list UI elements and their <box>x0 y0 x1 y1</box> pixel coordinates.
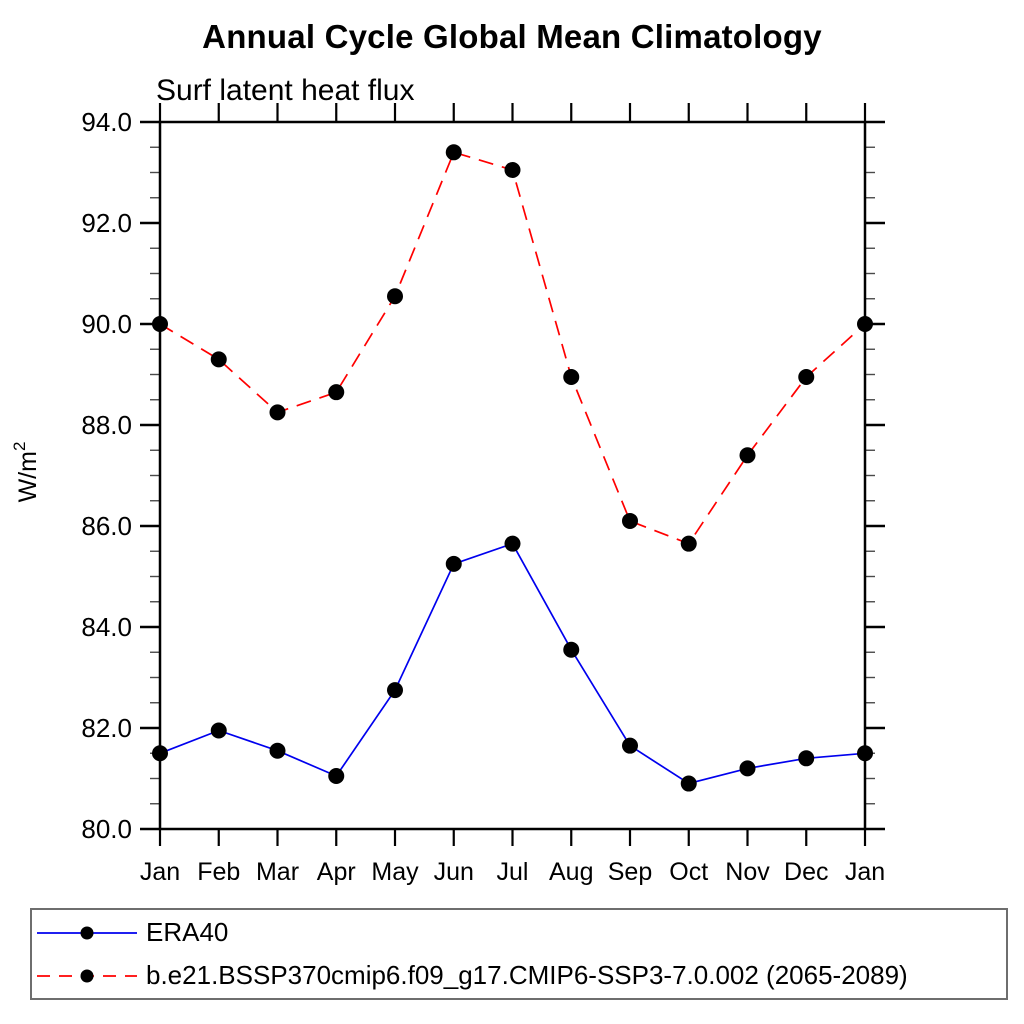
y-axis-tick-labels: 80.0 82.0 84.0 86.0 88.0 90.0 92.0 94.0 <box>81 107 132 844</box>
data-point-marker <box>622 512 638 529</box>
data-point-marker <box>739 760 756 777</box>
x-tick-label: Jul <box>497 858 529 886</box>
legend-marker <box>80 926 94 939</box>
data-point-marker <box>798 750 815 767</box>
y-tick-label: 80.0 <box>81 814 132 844</box>
series-line-b-e21-bssp370cmip6-f09-g17-c <box>159 151 866 545</box>
y-tick-label: 94.0 <box>81 107 132 137</box>
legend-line-sample <box>37 969 137 982</box>
x-tick-label: Aug <box>549 858 593 886</box>
data-point-marker <box>504 535 521 552</box>
series-markers-b-e21-bssp370cmip6-f09-g17-c <box>152 144 873 552</box>
data-point-marker <box>210 722 227 739</box>
x-tick-label: Jan <box>845 858 885 886</box>
y-tick-label: 90.0 <box>81 309 132 339</box>
x-tick-label: Apr <box>317 858 356 886</box>
legend: ERA40 b.e21.BSSP370cmip6.f09_g17.CMIP6-SS… <box>30 908 1008 1000</box>
x-tick-label: May <box>371 858 419 886</box>
data-point-marker <box>387 682 403 699</box>
data-point-marker <box>857 745 873 762</box>
data-point-marker <box>152 745 168 762</box>
data-point-marker <box>798 369 815 386</box>
data-point-marker <box>269 742 286 759</box>
data-point-marker <box>210 351 227 368</box>
series-line-era40 <box>159 542 866 785</box>
data-point-marker <box>857 316 873 332</box>
series-markers-era40 <box>152 535 873 792</box>
chart-title: Annual Cycle Global Mean Climatology <box>202 18 822 55</box>
legend-item-era40: ERA40 <box>37 911 228 954</box>
x-axis-ticks-top <box>158 103 867 122</box>
legend-item-b-e21-bssp370cmip6-f09-g17-c: b.e21.BSSP370cmip6.f09_g17.CMIP6-SSP3-7.… <box>37 954 908 997</box>
chart-subtitle: Surf latent heat flux <box>156 74 415 107</box>
x-tick-label: Nov <box>725 858 770 886</box>
data-point-marker <box>680 535 697 552</box>
x-tick-label: Feb <box>197 858 240 886</box>
x-tick-label: Mar <box>256 858 299 886</box>
data-point-marker <box>504 161 521 178</box>
y-axis-ticks-left <box>140 120 160 831</box>
x-tick-label: Sep <box>608 858 652 886</box>
data-point-marker <box>563 369 580 386</box>
data-point-marker <box>445 555 462 572</box>
y-axis-ticks-right <box>865 120 885 831</box>
x-tick-label: Oct <box>669 858 708 886</box>
x-axis-tick-labels: Jan Feb Mar Apr May Jun Jul Aug Sep Oct Nov Dec Jan <box>140 858 885 886</box>
y-tick-label: 84.0 <box>81 612 132 642</box>
data-point-marker <box>739 447 756 464</box>
x-tick-label: Dec <box>784 858 828 886</box>
legend-marker <box>80 969 94 982</box>
data-point-marker <box>387 288 403 305</box>
plot-frame <box>158 120 867 831</box>
data-point-marker <box>680 775 697 792</box>
data-point-marker <box>328 384 345 401</box>
data-point-marker <box>622 737 638 754</box>
y-tick-label: 92.0 <box>81 208 132 238</box>
x-axis-ticks-bottom <box>158 829 867 846</box>
x-tick-label: Jun <box>434 858 474 886</box>
legend-line-sample <box>37 926 137 939</box>
y-tick-label: 88.0 <box>81 410 132 440</box>
y-axis-title: W/m2 <box>10 442 42 503</box>
y-tick-label: 82.0 <box>81 713 132 743</box>
data-point-marker <box>563 641 580 658</box>
data-point-marker <box>328 767 345 784</box>
data-point-marker <box>269 404 286 421</box>
data-point-marker <box>152 316 168 332</box>
y-tick-label: 86.0 <box>81 511 132 541</box>
data-point-marker <box>445 144 462 161</box>
legend-label: b.e21.BSSP370cmip6.f09_g17.CMIP6-SSP3-7.… <box>146 960 908 990</box>
x-tick-label: Jan <box>140 858 180 886</box>
legend-label: ERA40 <box>146 917 229 947</box>
